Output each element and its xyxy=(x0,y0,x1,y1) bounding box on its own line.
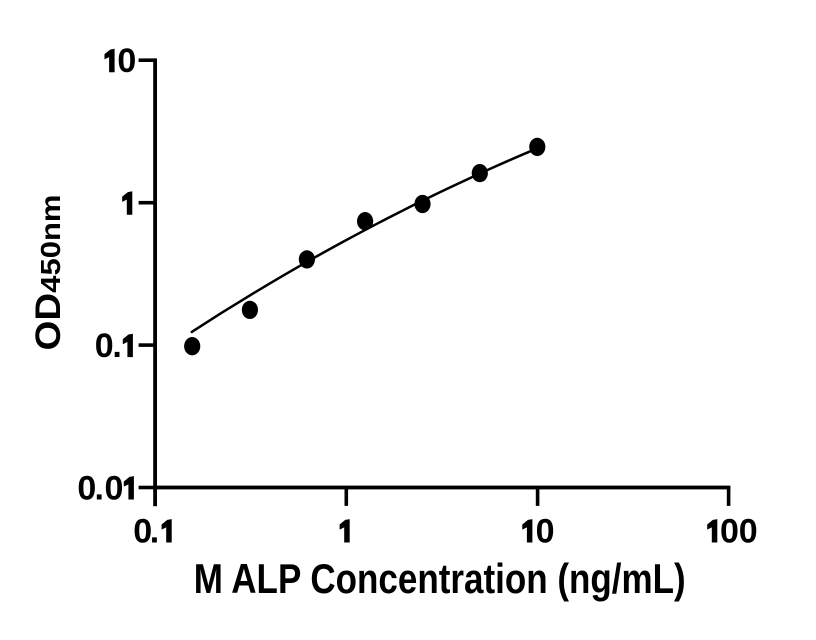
svg-text:.: . xyxy=(112,327,121,365)
svg-text:0: 0 xyxy=(536,513,555,551)
svg-text:0: 0 xyxy=(104,470,123,508)
svg-text:.: . xyxy=(94,470,103,508)
svg-text:0: 0 xyxy=(739,513,758,551)
svg-text:OD450nm: OD450nm xyxy=(29,195,68,351)
svg-text:M ALP Concentration (ng/mL): M ALP Concentration (ng/mL) xyxy=(194,555,686,602)
svg-text:0: 0 xyxy=(720,513,739,551)
svg-text:.: . xyxy=(150,513,159,551)
svg-text:0: 0 xyxy=(95,327,114,365)
svg-text:0: 0 xyxy=(117,42,136,80)
svg-text:0: 0 xyxy=(133,513,152,551)
svg-text:0: 0 xyxy=(77,470,96,508)
